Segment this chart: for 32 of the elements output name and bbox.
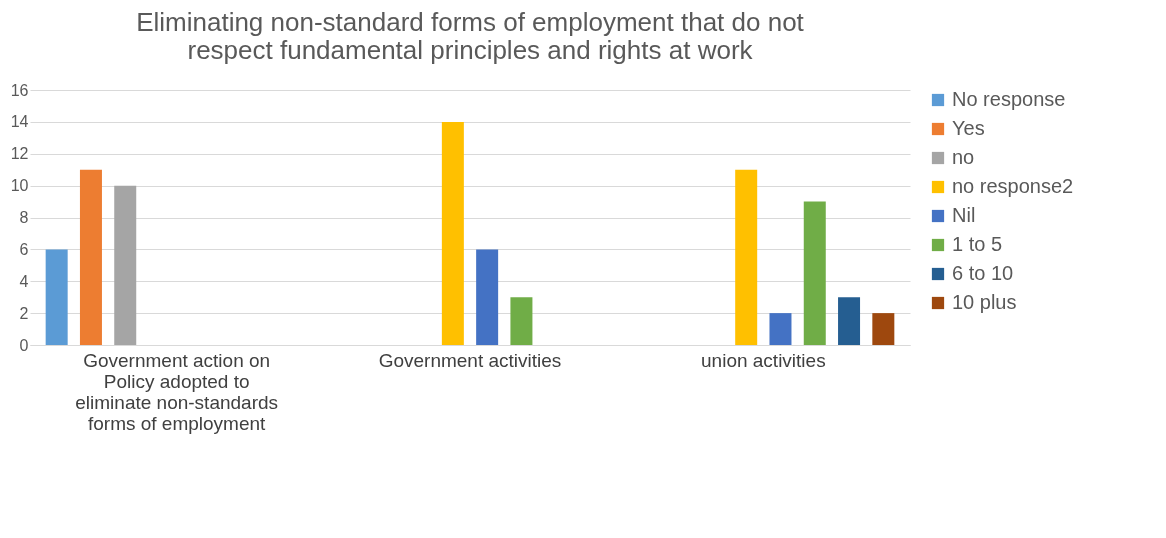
bar xyxy=(79,169,102,345)
bar xyxy=(441,121,464,345)
y-tick-label: 14 xyxy=(10,113,29,131)
bar xyxy=(114,185,137,345)
bar xyxy=(838,297,861,345)
bar xyxy=(510,297,533,345)
legend-label: no response2 xyxy=(952,175,1074,197)
legend-label: Nil xyxy=(952,204,976,226)
x-tick-label: union activities xyxy=(701,349,826,371)
x-tick-label: Government action on Policy adopted to eliminate non-standards forms of employment xyxy=(75,349,279,434)
bar xyxy=(735,169,758,345)
y-tick-label: 8 xyxy=(19,209,29,226)
y-tick-label: 4 xyxy=(19,272,29,290)
legend-label: Yes xyxy=(952,117,985,139)
x-tick-label: Government activities xyxy=(378,349,562,371)
bar xyxy=(803,201,826,345)
legend-label: no xyxy=(952,146,975,168)
y-tick-label: 16 xyxy=(10,81,29,99)
legend-label: 1 to 5 xyxy=(952,233,1003,255)
legend-label: No response xyxy=(952,88,1066,110)
y-tick-label: 12 xyxy=(10,145,29,163)
bar xyxy=(45,249,68,345)
bar xyxy=(769,313,792,345)
bar xyxy=(476,249,499,345)
y-tick-label: 10 xyxy=(10,177,29,195)
chart-title: Eliminating non-standard forms of employment that do not respect fundamental principles and rights at work xyxy=(136,7,805,65)
bar xyxy=(872,313,895,345)
legend-label: 6 to 10 xyxy=(952,262,1014,284)
y-tick-label: 2 xyxy=(19,304,29,322)
y-tick-label: 6 xyxy=(19,240,29,258)
y-tick-label: 0 xyxy=(19,336,29,354)
legend-label: 10 plus xyxy=(952,291,1017,313)
